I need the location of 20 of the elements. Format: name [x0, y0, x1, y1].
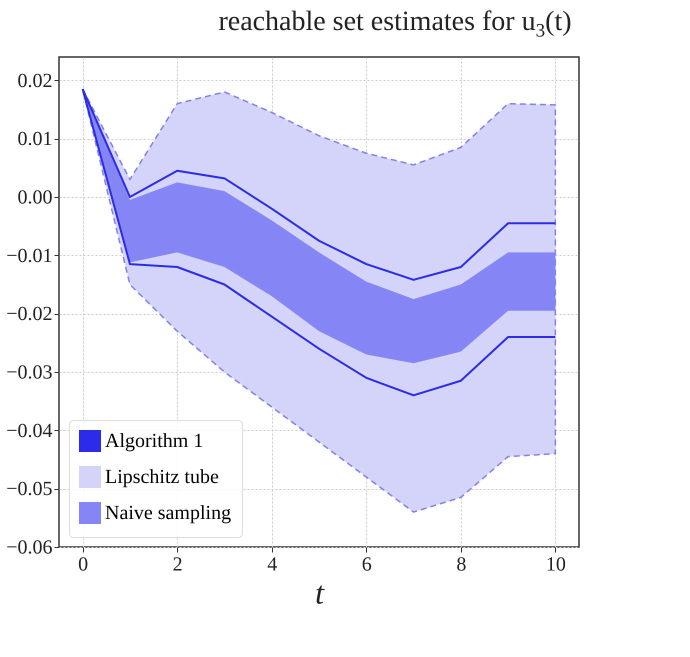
x-tick-label: 2 — [172, 554, 183, 576]
x-tick-label: 6 — [362, 554, 372, 576]
x-tick-label: 0 — [78, 554, 88, 576]
chart-title: reachable set estimates for u$_{3}$(t) — [217, 5, 573, 44]
x-axis-title: t — [315, 574, 326, 610]
y-tick-label: 0.01 — [18, 128, 52, 150]
y-tick-label: −0.04 — [6, 420, 52, 442]
y-tick-label: −0.05 — [6, 478, 52, 500]
y-tick-label: −0.02 — [6, 303, 52, 326]
legend-label: Lipschitz tube — [105, 466, 219, 488]
y-tick-label: −0.03 — [6, 362, 52, 384]
y-tick-label: 0.00 — [18, 186, 52, 208]
legend-label: Naive sampling — [105, 502, 232, 524]
x-tick-label: 10 — [546, 554, 566, 576]
y-tick-label: −0.06 — [6, 536, 52, 558]
x-tick-label: 8 — [456, 554, 466, 576]
x-tick-label: 4 — [267, 554, 278, 576]
y-tick-label: 0.02 — [18, 70, 52, 92]
y-tick-label: −0.01 — [6, 244, 52, 267]
legend-label: Algorithm 1 — [105, 430, 204, 452]
